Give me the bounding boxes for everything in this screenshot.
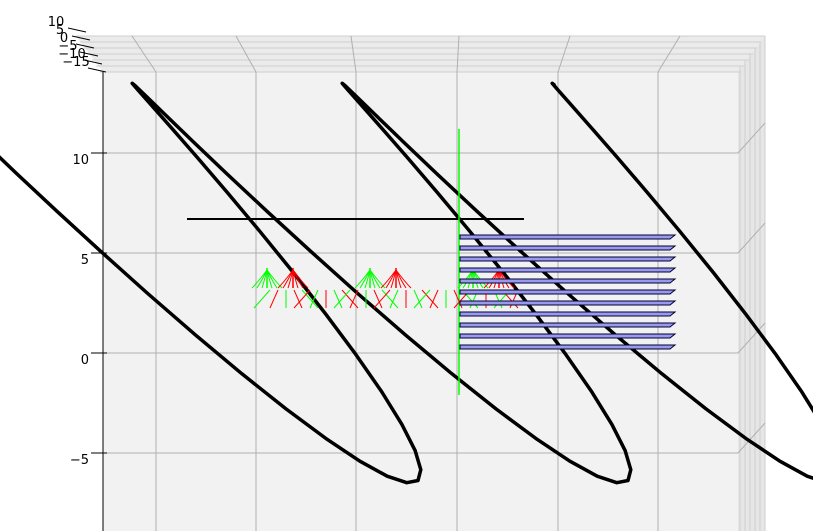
- plane-slab: [459, 333, 677, 339]
- top-grid-ray: [657, 35, 681, 73]
- chart-series: [0, 81, 813, 485]
- top-tick-label: 0: [60, 31, 68, 46]
- fan-stroke: [253, 289, 271, 309]
- fan-stroke: [389, 289, 399, 309]
- plane-slab: [459, 289, 677, 295]
- top-grid-ray: [131, 35, 157, 73]
- y-tick-label: −5: [70, 453, 89, 468]
- arrow-stroke: [369, 269, 386, 289]
- fan-stroke: [293, 289, 303, 309]
- top-tick-label: −15: [62, 55, 89, 70]
- side-grid-ray: [737, 222, 766, 254]
- plane-slab: [459, 256, 677, 262]
- fan-stroke: [373, 289, 391, 309]
- fan-stroke: [381, 289, 399, 309]
- fan-stroke: [269, 289, 279, 309]
- plane-slab: [459, 267, 677, 273]
- top-tick-mark: [75, 43, 95, 49]
- top-tick-mark: [71, 35, 91, 41]
- top-grid-ray: [456, 35, 460, 73]
- side-pane: [738, 36, 765, 531]
- fan-stroke: [341, 289, 359, 309]
- top-tick-mark: [83, 59, 103, 65]
- plane-slab: [459, 311, 677, 317]
- fan-stroke: [421, 289, 439, 309]
- fan-stroke: [429, 289, 439, 309]
- fan-stroke: [333, 289, 343, 309]
- side-grid-ray: [737, 322, 766, 354]
- top-grid-ray: [557, 35, 571, 73]
- fan-stroke: [309, 289, 319, 309]
- y-tick-label: 10: [72, 153, 89, 168]
- fan-stroke: [349, 289, 359, 309]
- y-tick-label: 0: [81, 353, 89, 368]
- y-tick-label: 5: [81, 253, 89, 268]
- plane-slab: [459, 322, 677, 328]
- top-tick-mark: [67, 27, 87, 33]
- fan-stroke: [301, 289, 319, 309]
- top-tick-label: −5: [58, 39, 77, 54]
- fan-stroke: [373, 289, 383, 309]
- plane-slab: [459, 344, 677, 350]
- top-tick-mark: [79, 51, 99, 57]
- fan-stroke: [413, 289, 423, 309]
- top-tick-mark: [87, 67, 107, 73]
- top-grid-ray: [350, 35, 357, 73]
- helix-line: [0, 81, 813, 485]
- back-pane: [103, 72, 738, 531]
- fan-stroke: [413, 289, 431, 309]
- arrow-stroke: [292, 269, 309, 289]
- plane-slab: [459, 245, 677, 251]
- plane-slab: [459, 278, 677, 284]
- top-tick-label: 5: [56, 23, 64, 38]
- arrow-stroke: [395, 269, 412, 289]
- top-grid-ray: [235, 35, 257, 73]
- top-tick-label: −10: [58, 47, 85, 62]
- side-grid-ray: [737, 122, 766, 154]
- fan-stroke: [333, 289, 351, 309]
- plane-slab: [459, 300, 677, 306]
- side-grid-ray: [737, 422, 766, 454]
- top-tick-label: 10: [48, 15, 65, 30]
- fan-stroke: [293, 289, 311, 309]
- arrow-stroke: [266, 269, 283, 289]
- plane-slab: [459, 234, 677, 240]
